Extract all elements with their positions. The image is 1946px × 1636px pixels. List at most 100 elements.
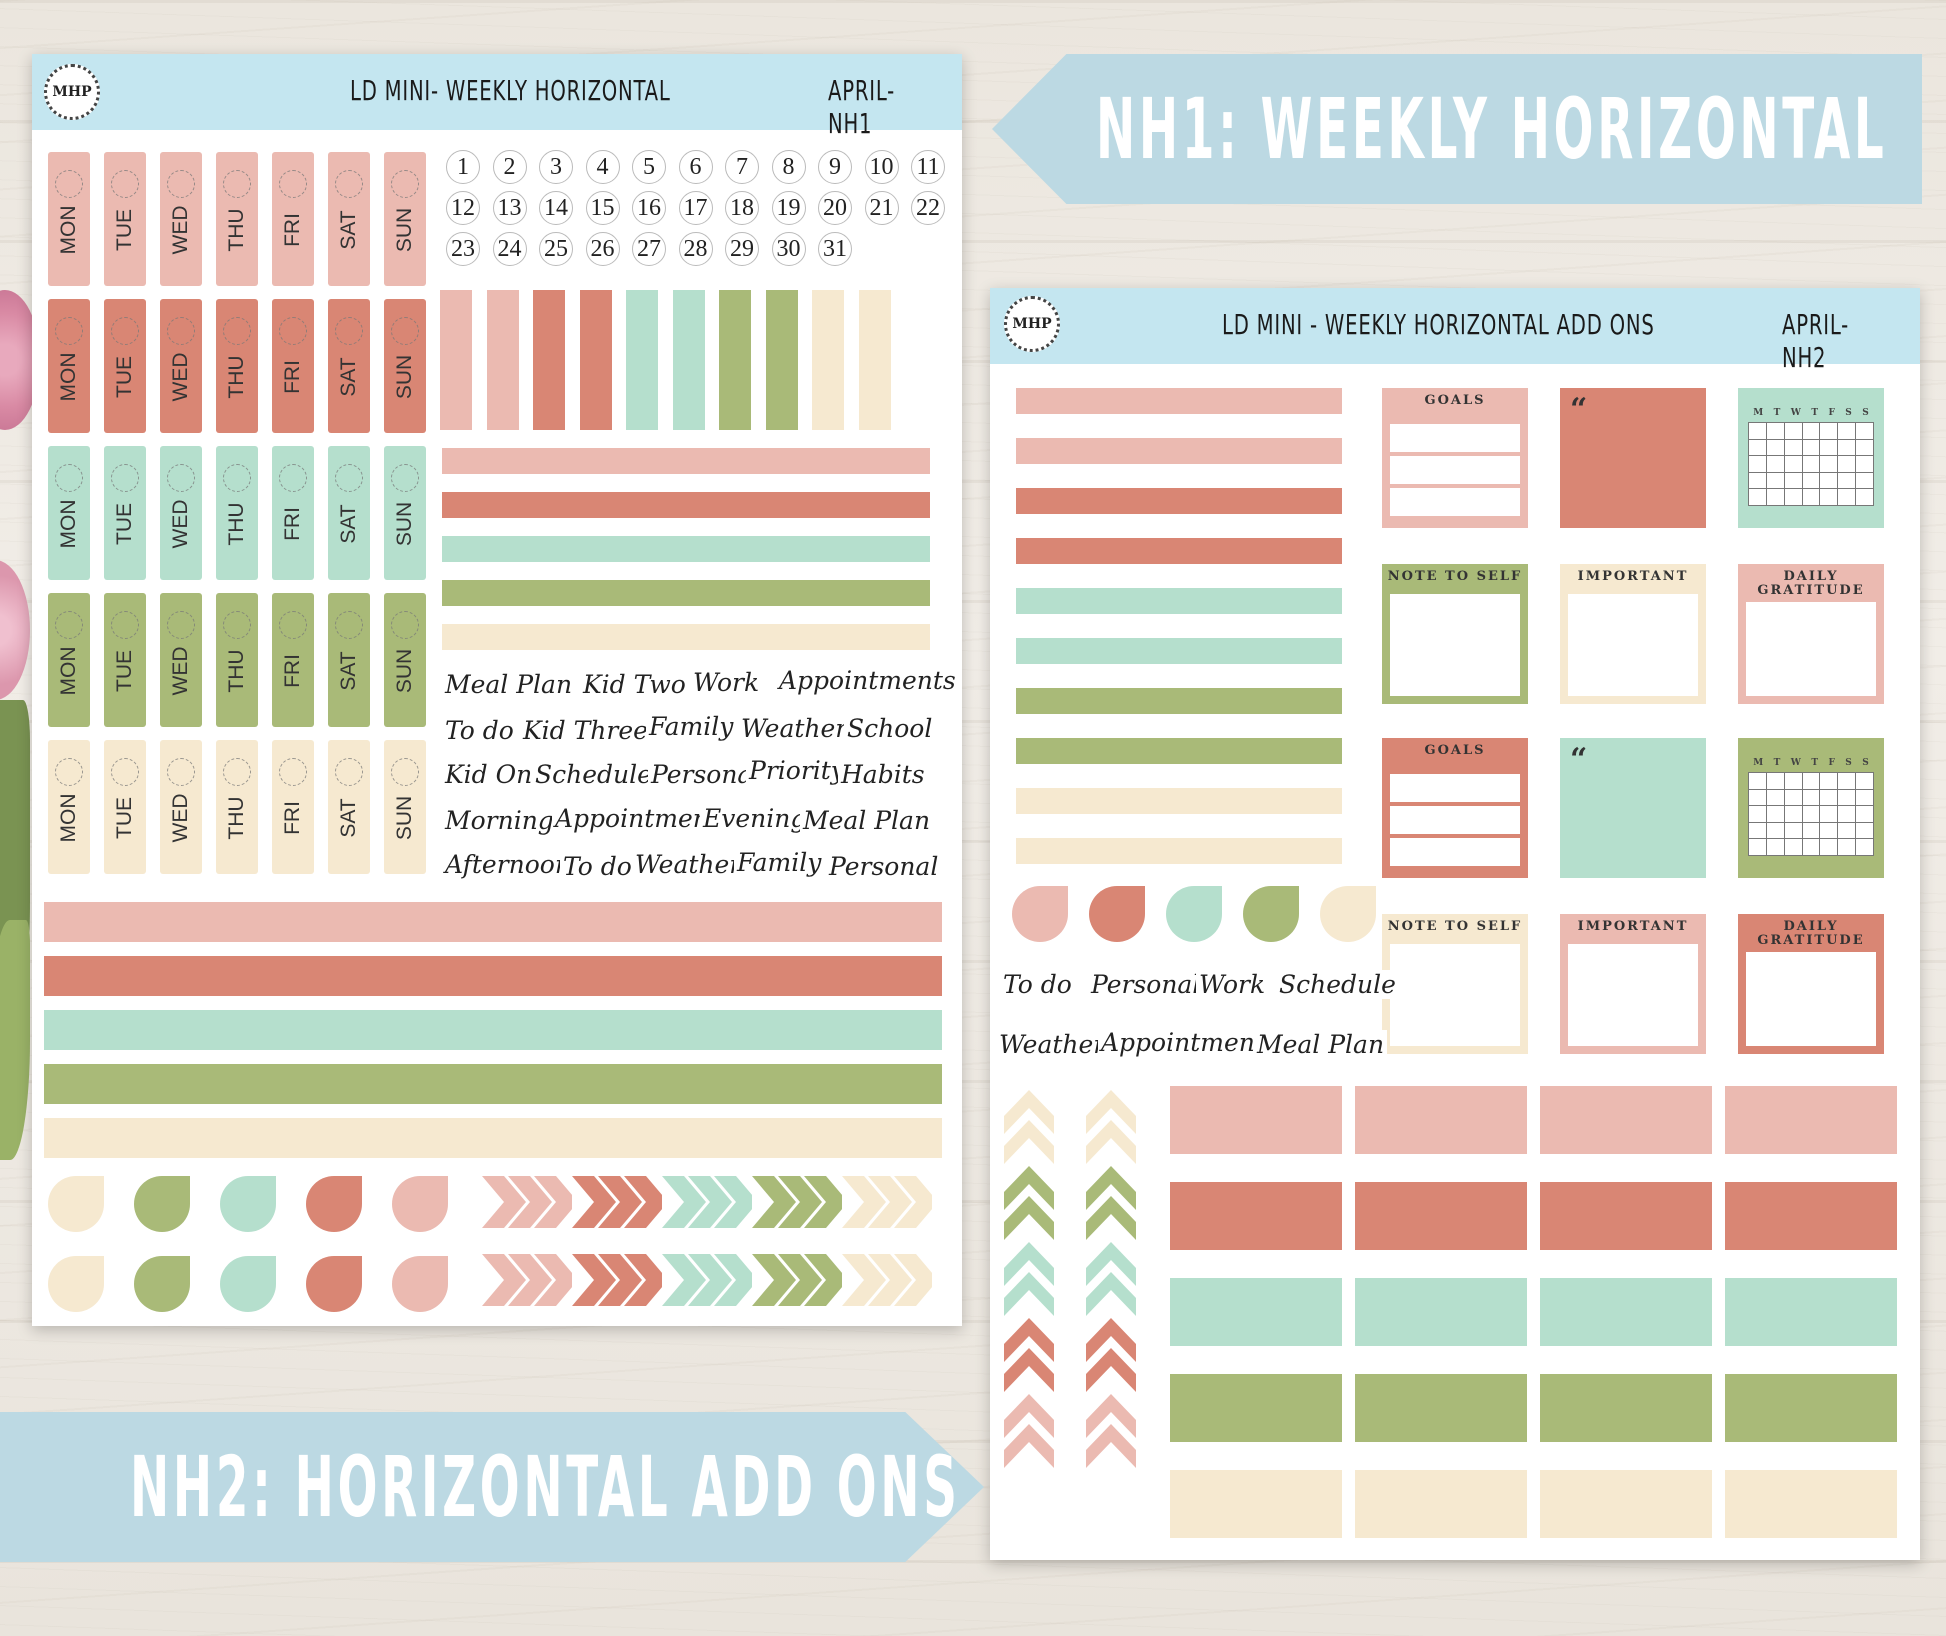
date-circle bbox=[167, 611, 195, 639]
important-box: IMPORTANT bbox=[1560, 914, 1706, 1054]
chevron-mark bbox=[1086, 1090, 1136, 1134]
date-circle bbox=[55, 611, 83, 639]
word-sticker: To do bbox=[560, 852, 635, 881]
block-sticker bbox=[1540, 1470, 1712, 1538]
calendar-cell bbox=[1802, 472, 1821, 490]
day-label: MON bbox=[57, 499, 80, 549]
calendar-cell bbox=[1838, 839, 1857, 856]
chevron-mark bbox=[868, 1176, 912, 1228]
banner-nh2: NH2: HORIZONTAL ADD ONS bbox=[0, 1412, 984, 1562]
day-sticker: TUE bbox=[104, 299, 146, 433]
word-sticker: School bbox=[844, 714, 936, 743]
day-label: SUN bbox=[393, 648, 416, 694]
arrow-chevron-icon bbox=[662, 1254, 758, 1306]
sheet-title: LD MINI - WEEKLY HORIZONTAL ADD ONS bbox=[1222, 308, 1655, 341]
chevron-sticker bbox=[1084, 1086, 1138, 1171]
box-title: GOALS bbox=[1424, 743, 1486, 758]
date-number: 6 bbox=[678, 150, 713, 184]
calendar-cell bbox=[1802, 489, 1821, 506]
day-label: THU bbox=[225, 355, 248, 399]
quote-box: “ bbox=[1560, 388, 1706, 528]
calendar-cell bbox=[1856, 839, 1874, 856]
day-label: TUE bbox=[113, 650, 136, 692]
calendar-cell bbox=[1749, 489, 1767, 506]
washi-strip bbox=[1016, 638, 1342, 664]
date-number: 12 bbox=[446, 191, 480, 225]
checkbox-strip bbox=[440, 290, 472, 430]
date-number: 31 bbox=[818, 232, 852, 266]
day-label: SAT bbox=[337, 210, 360, 250]
chevron-mark bbox=[598, 1254, 642, 1306]
word-sticker: Meal Plan bbox=[800, 806, 934, 835]
mhp-logo: MHP bbox=[1004, 296, 1060, 352]
calendar-cell bbox=[1820, 839, 1839, 856]
checkbox-strip bbox=[626, 290, 658, 430]
sheet-code: APRIL-NH2 bbox=[1782, 308, 1850, 374]
date-number: 20 bbox=[818, 191, 852, 225]
arrow-chevron-icon bbox=[1004, 1318, 1054, 1392]
washi-strip bbox=[442, 536, 930, 562]
calendar-cell bbox=[1838, 489, 1857, 506]
day-label: TUE bbox=[113, 209, 136, 251]
date-circle bbox=[391, 317, 419, 345]
quote-box: “ bbox=[1560, 738, 1706, 878]
washi-strip bbox=[1016, 488, 1342, 514]
calendar-cell bbox=[1856, 822, 1874, 840]
goals-box: GOALS bbox=[1382, 388, 1528, 528]
daily-gratitude-box: DAILY GRATITUDE bbox=[1738, 914, 1884, 1054]
block-sticker bbox=[1170, 1278, 1342, 1346]
calendar-cell bbox=[1784, 789, 1803, 807]
calendar-cell bbox=[1856, 472, 1874, 490]
box-title: IMPORTANT bbox=[1577, 919, 1689, 934]
chevron-sticker bbox=[842, 1172, 938, 1237]
word-sticker: Meal Plan bbox=[1254, 1030, 1388, 1059]
chevron-sticker bbox=[1002, 1162, 1056, 1247]
date-circle bbox=[55, 464, 83, 492]
calendar-cell bbox=[1766, 423, 1785, 440]
chevron-sticker bbox=[662, 1250, 758, 1315]
washi-strip bbox=[1016, 588, 1342, 614]
date-circle bbox=[223, 464, 251, 492]
day-sticker: SUN bbox=[384, 446, 426, 580]
word-sticker: Meal Plan bbox=[442, 670, 576, 699]
checkbox-strip bbox=[486, 290, 519, 430]
chevron-mark bbox=[778, 1176, 822, 1228]
calendar-cell bbox=[1766, 472, 1785, 490]
chevron-mark bbox=[1086, 1242, 1136, 1286]
date-circle bbox=[111, 317, 139, 345]
day-sticker: MON bbox=[48, 593, 90, 727]
calendar-cell bbox=[1802, 789, 1821, 807]
calendar-cell bbox=[1784, 806, 1803, 823]
important-box: IMPORTANT bbox=[1560, 564, 1706, 704]
day-label: SUN bbox=[393, 795, 416, 841]
chevron-mark bbox=[1004, 1394, 1054, 1438]
calendar-day-label: M bbox=[1753, 408, 1764, 418]
date-circle bbox=[279, 464, 307, 492]
arrow-chevron-icon bbox=[842, 1254, 938, 1306]
day-label: SAT bbox=[337, 357, 360, 397]
calendar-day-label: W bbox=[1790, 408, 1801, 418]
chevron-mark bbox=[572, 1254, 616, 1306]
word-sticker: Kid Three bbox=[520, 716, 651, 745]
chevron-sticker bbox=[1002, 1086, 1056, 1171]
date-number: 24 bbox=[492, 232, 527, 266]
calendar-day-label: T bbox=[1773, 408, 1781, 418]
day-sticker: TUE bbox=[104, 740, 146, 874]
sticker-sheet-nh1: MHP LD MINI- WEEKLY HORIZONTAL APRIL-NH1… bbox=[32, 54, 962, 1326]
day-sticker: MON bbox=[48, 152, 90, 286]
calendar-day-label: T bbox=[1773, 758, 1781, 768]
word-sticker: Schedule bbox=[1276, 970, 1399, 999]
long-washi-strip bbox=[44, 1064, 942, 1104]
word-sticker: Weather bbox=[738, 714, 851, 743]
calendar-cell bbox=[1766, 806, 1785, 823]
goals-box: GOALS bbox=[1382, 738, 1528, 878]
word-sticker: Personal bbox=[648, 760, 764, 789]
calendar-cell bbox=[1766, 822, 1785, 840]
chevron-mark bbox=[598, 1176, 642, 1228]
day-sticker: SAT bbox=[328, 593, 370, 727]
calendar-cell bbox=[1856, 439, 1874, 457]
calendar-cell bbox=[1838, 472, 1857, 490]
date-circle bbox=[391, 758, 419, 786]
date-circle bbox=[167, 170, 195, 198]
writing-line bbox=[1390, 838, 1520, 866]
